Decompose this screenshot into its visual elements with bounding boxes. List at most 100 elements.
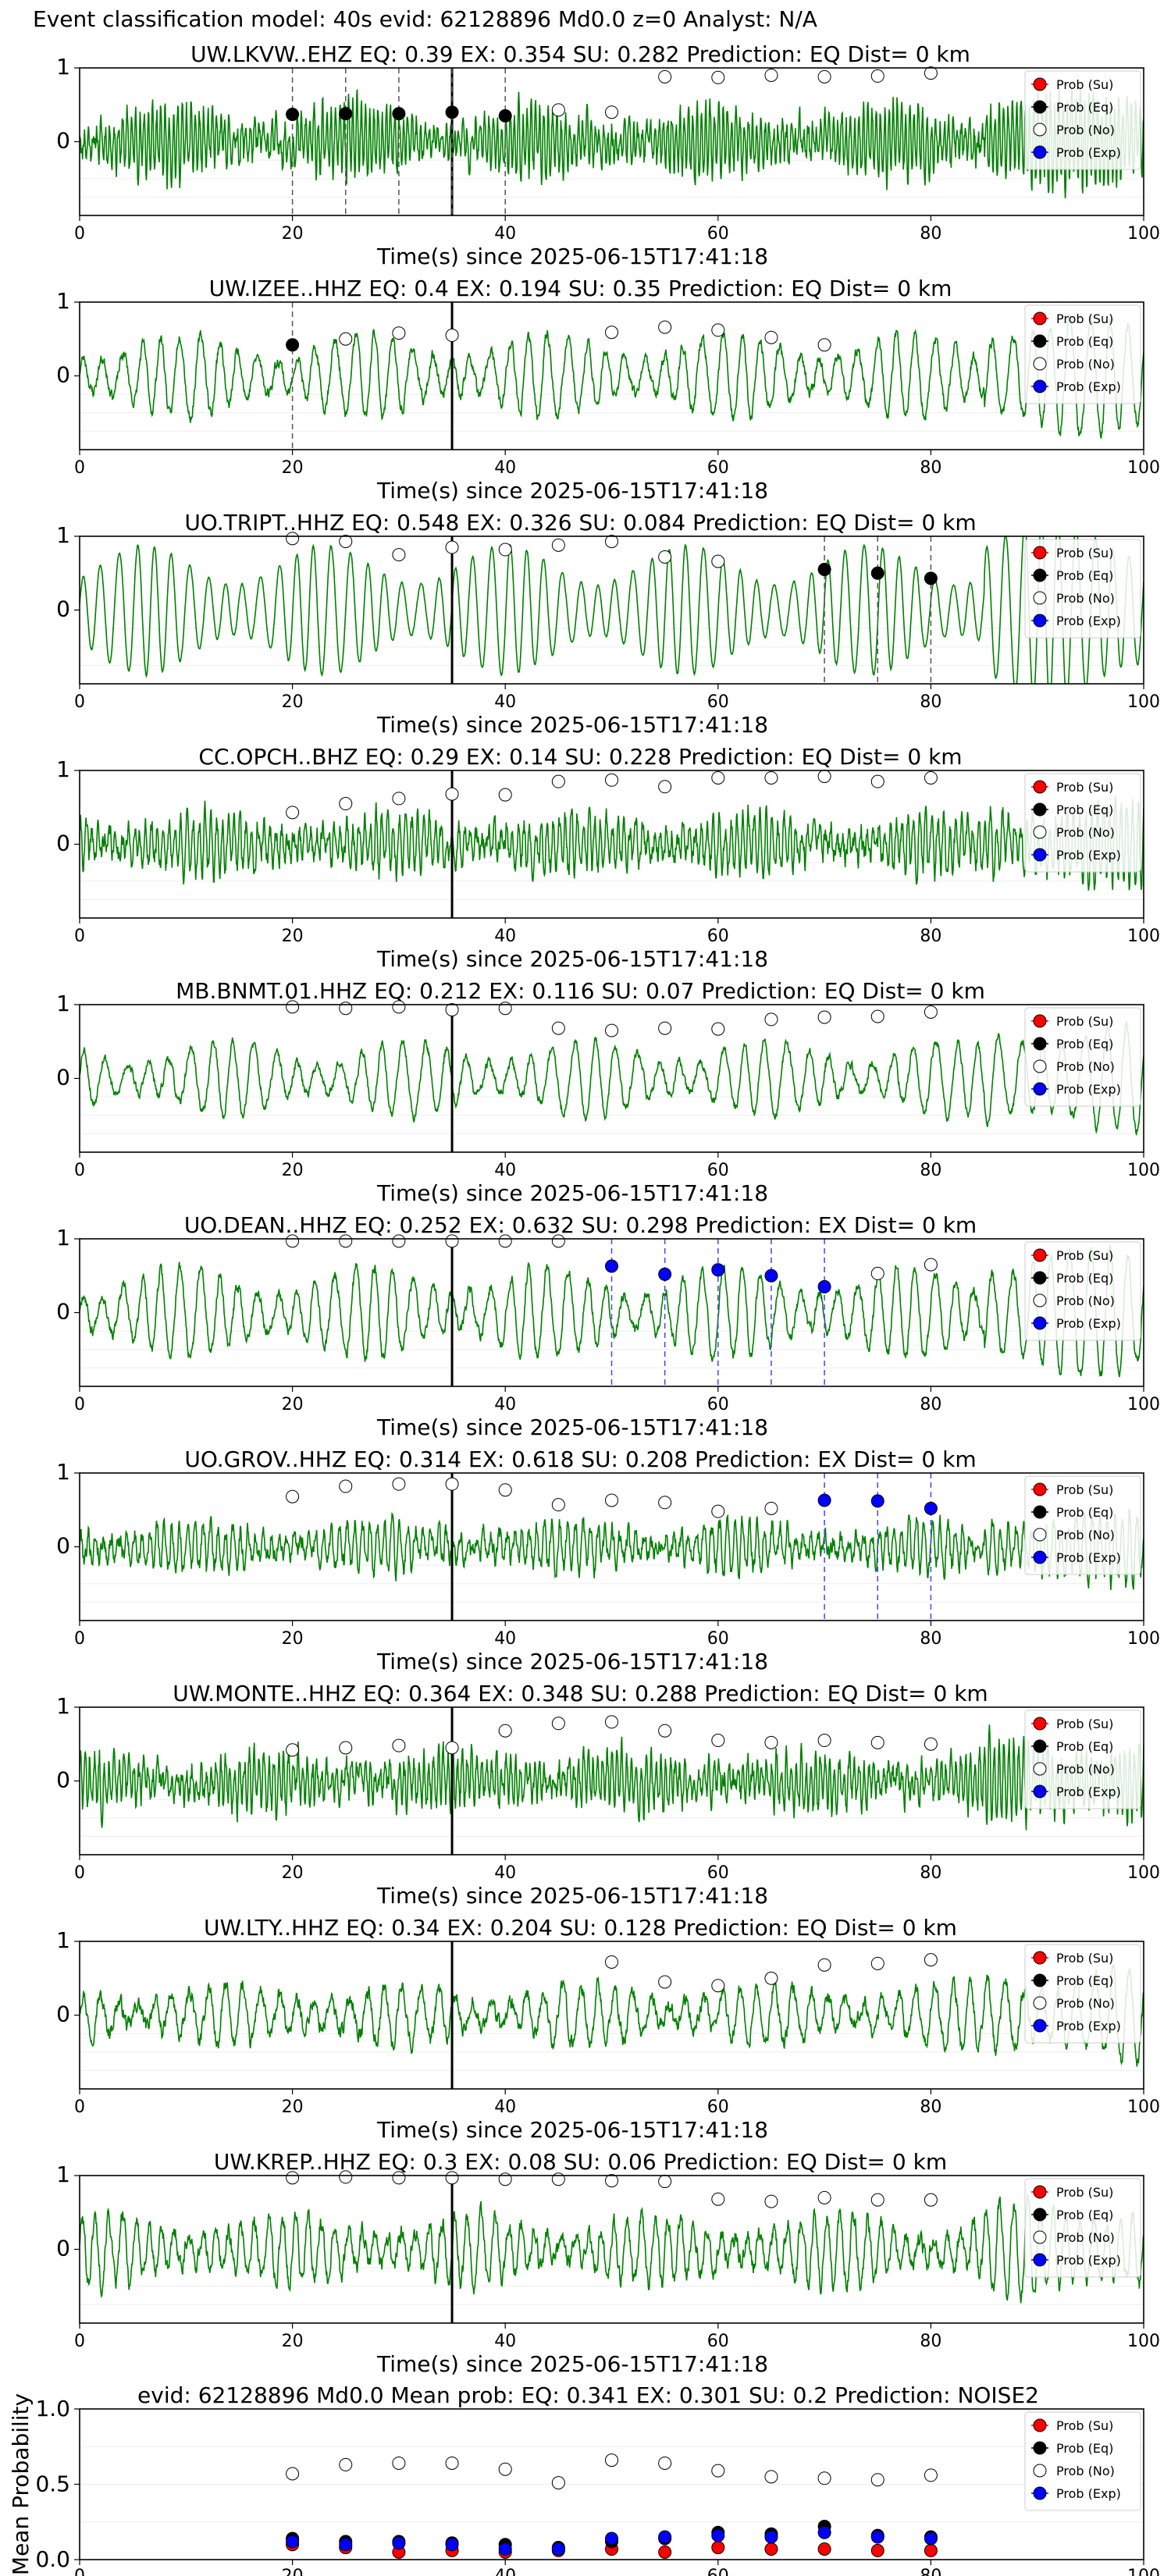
y-tick-label: 1 (56, 1459, 70, 1485)
prediction-marker (605, 1259, 618, 1273)
noise-prob-marker (924, 2193, 938, 2207)
x-tick-label: 0 (74, 458, 85, 478)
x-tick-label: 40 (494, 2097, 516, 2117)
x-tick-label: 0 (74, 927, 85, 946)
noise-prob-marker (924, 1953, 938, 1967)
noise-prob-marker (339, 2170, 353, 2184)
axes-frame (79, 2408, 1144, 2560)
waveform-panel: UW.LTY..HHZ EQ: 0.34 EX: 0.204 SU: 0.128… (56, 1915, 1160, 2143)
mean-prob-point (924, 2543, 938, 2557)
noise-prob-marker (764, 330, 778, 344)
axes-frame (79, 67, 1144, 216)
x-tick-label: 80 (920, 1863, 941, 1883)
axes-frame (79, 770, 1144, 919)
noise-prob-marker (711, 2192, 725, 2206)
legend-marker (1033, 591, 1047, 605)
axes-frame (79, 1472, 1144, 1621)
mean-prob-point (711, 2528, 725, 2542)
x-tick-label: 100 (1127, 2567, 1160, 2576)
waveform-panel: CC.OPCH..BHZ EQ: 0.29 EX: 0.14 SU: 0.228… (56, 744, 1160, 972)
noise-prob-marker (764, 68, 778, 82)
x-tick-label: 60 (707, 1629, 729, 1649)
noise-prob-marker (658, 1724, 672, 1738)
axes-frame (79, 1238, 1144, 1387)
mean-probability-panel: evid: 62128896 Md0.0 Mean prob: EQ: 0.34… (8, 2382, 1160, 2576)
prediction-marker (286, 108, 300, 122)
noise-prob-marker (817, 338, 831, 352)
legend-frame (1024, 1710, 1141, 1809)
x-axis-label: Time(s) since 2025-06-15T17:41:18 (376, 1180, 768, 1206)
y-tick-label: 0 (56, 1767, 70, 1793)
legend-marker (1033, 848, 1047, 862)
noise-prob-marker (392, 1738, 406, 1752)
seismogram-trace (80, 795, 1144, 891)
x-tick-label: 20 (282, 1629, 304, 1649)
noise-prob-marker (870, 774, 884, 788)
noise-prob-marker (392, 1477, 406, 1491)
mean-prob-point (658, 2456, 672, 2470)
waveform-panel: UO.DEAN..HHZ EQ: 0.252 EX: 0.632 SU: 0.2… (56, 1212, 1160, 1440)
x-tick-label: 80 (920, 927, 941, 946)
noise-prob-marker (551, 103, 565, 117)
prediction-marker (870, 566, 884, 580)
legend-marker (1033, 1528, 1047, 1542)
legend-label: Prob (No) (1056, 2464, 1115, 2478)
noise-prob-marker (498, 543, 512, 557)
legend-label: Prob (Eq) (1056, 1739, 1113, 1754)
x-tick-label: 100 (1127, 1863, 1160, 1883)
legend-label: Prob (Su) (1056, 1248, 1113, 1263)
seismogram-trace (80, 2194, 1144, 2304)
x-axis-label: Time(s) since 2025-06-15T17:41:18 (376, 1414, 768, 1440)
x-tick-label: 80 (920, 2332, 941, 2351)
legend-label: Prob (Exp) (1056, 1550, 1121, 1565)
x-tick-label: 60 (707, 692, 729, 712)
y-tick-label: 1 (56, 1225, 70, 1251)
legend-marker (1033, 2208, 1047, 2222)
noise-prob-marker (870, 1735, 884, 1749)
noise-prob-marker (445, 329, 459, 343)
mean-prob-point (924, 2468, 938, 2482)
prediction-marker (392, 107, 406, 121)
legend-label: Prob (No) (1056, 1762, 1115, 1777)
noise-prob-marker (286, 1489, 300, 1503)
noise-prob-marker (711, 323, 725, 337)
legend-frame (1024, 1241, 1141, 1341)
panel-title: UW.IZEE..HHZ EQ: 0.4 EX: 0.194 SU: 0.35 … (209, 276, 952, 301)
noise-prob-marker (286, 1000, 300, 1014)
legend-marker (1033, 825, 1047, 839)
mean-prob-point (870, 2543, 884, 2557)
x-tick-label: 40 (494, 1161, 516, 1180)
noise-prob-marker (498, 788, 512, 802)
legend-marker (1033, 1271, 1047, 1285)
legend-label: Prob (Su) (1056, 546, 1113, 560)
y-tick-label: 0 (56, 1065, 70, 1091)
x-tick-label: 80 (920, 2097, 941, 2117)
panel-title: UW.MONTE..HHZ EQ: 0.364 EX: 0.348 SU: 0.… (173, 1681, 988, 1706)
x-tick-label: 60 (707, 224, 729, 244)
x-tick-label: 20 (282, 2567, 304, 2576)
seismogram-trace (80, 87, 1144, 199)
noise-prob-marker (286, 1743, 300, 1757)
legend-label: Prob (Eq) (1056, 100, 1113, 115)
seismogram-trace (80, 1508, 1144, 1590)
mean-prob-point (817, 2525, 831, 2539)
x-tick-label: 0 (74, 2567, 85, 2576)
legend-frame (1024, 1007, 1141, 1107)
legend-marker (1033, 2185, 1047, 2199)
noise-prob-marker (711, 1979, 725, 1993)
noise-prob-marker (764, 1971, 778, 1985)
x-tick-label: 20 (282, 1161, 304, 1180)
x-tick-label: 80 (920, 1395, 941, 1414)
legend-frame (1024, 2178, 1141, 2278)
noise-prob-marker (658, 1021, 672, 1035)
prediction-marker (817, 1279, 831, 1293)
legend-marker (1033, 1784, 1047, 1799)
mean-prob-point (924, 2532, 938, 2546)
waveform-panel: UW.KREP..HHZ EQ: 0.3 EX: 0.08 SU: 0.06 P… (56, 2149, 1160, 2377)
noise-prob-marker (551, 1234, 565, 1248)
noise-prob-marker (551, 774, 565, 788)
x-tick-label: 100 (1127, 2332, 1160, 2351)
noise-prob-marker (658, 69, 672, 84)
legend-frame (1024, 2411, 1141, 2511)
